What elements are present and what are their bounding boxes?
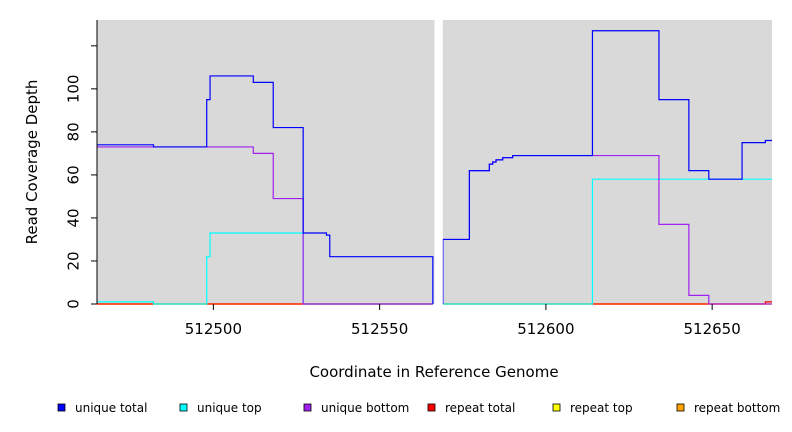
y-tick-label-60: 60 [65,165,83,184]
legend-label-repeat-top: repeat top [570,401,633,415]
x-tick-label-512550: 512550 [351,320,408,338]
gap-layer [434,20,443,305]
legend-swatch-repeat-total [427,403,436,412]
legend-swatch-unique-bottom [303,403,312,412]
legend-swatch-unique-total [57,403,66,412]
y-tick-label-40: 40 [65,208,83,227]
series-line-unique-total-segment-1 [97,75,434,304]
x-tick-label-512500: 512500 [185,320,242,338]
y-tick-label-20: 20 [65,251,83,270]
x-tick-label-512650: 512650 [684,320,741,338]
y-axis-title: Read Coverage Depth [23,80,41,245]
legend-label-unique-top: unique top [197,401,262,415]
legend-swatch-unique-top [179,403,188,412]
legend-label-repeat-bottom: repeat bottom [694,401,780,415]
legend-swatch-repeat-top [552,403,561,412]
x-axis-title: Coordinate in Reference Genome [309,363,558,381]
legend: unique total unique top unique bottom repea… [57,401,780,415]
legend-swatch-repeat-bottom [676,403,685,412]
gap-separator [434,20,443,305]
x-tick-label-512600: 512600 [517,320,574,338]
series-line-unique-bottom-segment-1 [97,146,433,305]
axes-layer: 0 20 40 60 80 100 512500 512550 512600 512650 [65,20,741,338]
series-layer [97,30,772,305]
legend-label-unique-total: unique total [75,401,147,415]
series-line-unique-total-segment-2 [442,30,772,304]
y-tick-label-100: 100 [65,75,83,104]
legend-label-repeat-total: repeat total [445,401,515,415]
y-tick-label-80: 80 [65,122,83,141]
legend-label-unique-bottom: unique bottom [321,401,409,415]
series-line-repeat-total-segment-2 [442,301,772,305]
y-tick-label-0: 0 [65,299,83,309]
